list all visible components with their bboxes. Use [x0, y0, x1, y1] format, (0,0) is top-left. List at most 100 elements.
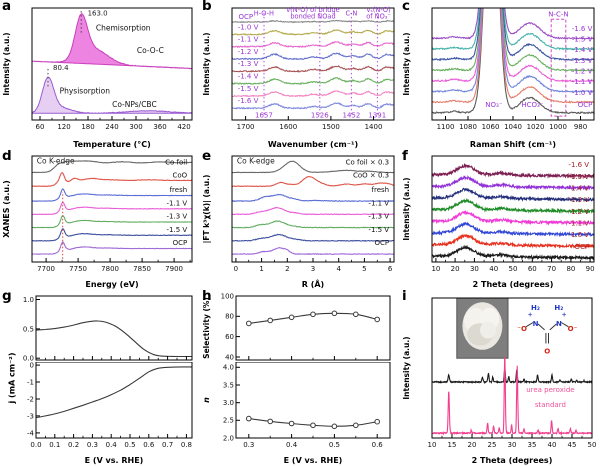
svg-text:10: 10: [428, 441, 437, 449]
svg-text:0.5: 0.5: [23, 325, 34, 333]
panel-d-label: d: [2, 148, 12, 164]
svg-text:-1.1 V: -1.1 V: [572, 78, 593, 86]
panel-b-plot: 1700 1600 1500 1400 Wavenumber (cm⁻¹) Intensi…: [202, 6, 395, 149]
panel-a: a 60 120 180 240 300 360 420 Temperature (°C) In…: [0, 0, 200, 150]
svg-text:0.1: 0.1: [49, 441, 60, 449]
svg-text:N-C-N: N-C-N: [548, 10, 568, 18]
panel-i-plot: 10 15 20 25 30 35 40 45 50 2 Theta (degrees) Inten…: [402, 297, 596, 465]
panel-b-label: b: [202, 0, 212, 14]
svg-text:1526: 1526: [311, 112, 329, 120]
svg-text:Intensity (a.u.): Intensity (a.u.): [2, 32, 11, 95]
svg-text:⁻O: ⁻O: [517, 325, 527, 333]
svg-text:R (Å): R (Å): [302, 279, 324, 289]
svg-text:80.4: 80.4: [53, 64, 69, 72]
svg-text:50: 50: [509, 265, 518, 273]
svg-text:urea peroxide: urea peroxide: [526, 386, 574, 394]
svg-text:Intensity (a.u.): Intensity (a.u.): [402, 32, 411, 95]
svg-text:-1.5 V: -1.5 V: [238, 85, 259, 93]
svg-text:Co-O-C: Co-O-C: [137, 46, 164, 55]
panel-i: i 10 15 20 25 30 35 40 45 50 2 Theta (degrees) Int…: [400, 288, 600, 466]
svg-text:300: 300: [129, 123, 142, 131]
svg-text:30: 30: [470, 265, 479, 273]
svg-text:-4: -4: [27, 429, 35, 437]
svg-text:4.0: 4.0: [223, 364, 234, 372]
svg-text:1452: 1452: [342, 112, 360, 120]
svg-text:CoO: CoO: [173, 172, 188, 180]
svg-text:0.7: 0.7: [162, 441, 173, 449]
svg-text:0.4: 0.4: [106, 441, 118, 449]
panel-a-plot: 60 120 180 240 300 360 420 Temperature (°C) Inte…: [2, 7, 193, 149]
panel-b: b 1700 1600 1500 1400 Wavenumber (cm⁻¹) Inten…: [200, 0, 400, 150]
svg-text:0: 0: [234, 265, 238, 273]
panel-g-ylabel: j (mA cm⁻²): [7, 352, 17, 404]
svg-text:bonded NOad: bonded NOad: [290, 13, 335, 21]
svg-text:-3: -3: [27, 412, 34, 420]
svg-text:-1.6 V: -1.6 V: [238, 97, 259, 105]
svg-text:-1: -1: [27, 378, 34, 386]
svg-text:Physisorption: Physisorption: [60, 87, 111, 96]
svg-text:980: 980: [574, 123, 587, 131]
svg-text:100: 100: [221, 292, 234, 300]
svg-text:0.2: 0.2: [68, 441, 79, 449]
svg-text:1600: 1600: [279, 123, 297, 131]
svg-text:C-N: C-N: [345, 9, 357, 17]
panel-c-label: c: [402, 0, 411, 14]
svg-text:N: N: [533, 320, 539, 328]
svg-text:OCP: OCP: [574, 243, 589, 251]
svg-text:v(N-O) of bridge: v(N-O) of bridge: [286, 6, 339, 14]
panel-a-label: a: [2, 0, 12, 14]
svg-text:7800: 7800: [101, 265, 119, 273]
svg-text:6: 6: [388, 265, 393, 273]
panel-g: g j (mA cm⁻²) 0.0 0.5 1.0 0.0 0.1 0.2 0.3 0.4 0…: [0, 288, 200, 466]
svg-text:0.4: 0.4: [286, 441, 298, 449]
svg-text:60: 60: [528, 265, 537, 273]
svg-text:Co K-edge: Co K-edge: [37, 156, 75, 165]
svg-text:Intensity (a.u.): Intensity (a.u.): [402, 336, 411, 399]
svg-text:+: +: [528, 312, 533, 319]
svg-text:-1.1 V: -1.1 V: [568, 219, 589, 227]
svg-text:-1.1 V: -1.1 V: [238, 36, 259, 44]
svg-text:40: 40: [548, 441, 557, 449]
svg-text:0.6: 0.6: [372, 441, 384, 449]
svg-text:120: 120: [57, 123, 70, 131]
svg-text:90: 90: [586, 265, 595, 273]
svg-text:80: 80: [566, 265, 575, 273]
svg-text:-1.6 V: -1.6 V: [568, 161, 589, 169]
svg-text:3: 3: [311, 265, 315, 273]
svg-text:Co foil × 0.3: Co foil × 0.3: [346, 159, 389, 167]
svg-text:0.0: 0.0: [30, 441, 41, 449]
svg-text:-1.5 V: -1.5 V: [572, 36, 593, 44]
svg-text:1040: 1040: [504, 123, 522, 131]
svg-text:1400: 1400: [365, 123, 383, 131]
panel-i-label: i: [402, 288, 407, 304]
svg-text:0.5: 0.5: [124, 441, 135, 449]
svg-text:1060: 1060: [482, 123, 500, 131]
svg-text:vₛ(N-O): vₛ(N-O): [366, 6, 390, 14]
svg-text:-1.2 V: -1.2 V: [238, 48, 259, 56]
svg-text:1.0: 1.0: [23, 296, 34, 304]
svg-text:-1.0 V: -1.0 V: [572, 89, 593, 97]
svg-text:-1.3 V: -1.3 V: [167, 213, 188, 221]
svg-text:-1.3 V: -1.3 V: [368, 213, 389, 221]
panel-g-plot-bottom: 0.0 0.1 0.2 0.3 0.4 0.5 0.6 0.7 0.8 E (V vs. RHE)…: [27, 362, 193, 465]
panel-d: d 7700 7750 7800 7850 7900 Energy (eV) XANES (…: [0, 148, 200, 290]
svg-text:180: 180: [81, 123, 94, 131]
svg-text:-1.4 V: -1.4 V: [572, 46, 593, 54]
svg-text:60: 60: [225, 333, 234, 341]
svg-text:-2: -2: [27, 395, 34, 403]
svg-text:H₂: H₂: [531, 304, 540, 312]
svg-text:n: n: [202, 397, 211, 403]
panel-h: h 40 60 80 100 Selectivity (%) 0.3 0.4 0.5 0.6 E…: [200, 288, 400, 466]
svg-text:HCO₃⁻: HCO₃⁻: [521, 101, 543, 109]
svg-text:30: 30: [508, 441, 517, 449]
svg-text:Raman Shift (cm⁻¹): Raman Shift (cm⁻¹): [470, 140, 556, 149]
svg-text:2.5: 2.5: [223, 417, 234, 425]
svg-text:60: 60: [36, 123, 45, 131]
svg-text:4: 4: [336, 265, 341, 273]
svg-text:5: 5: [362, 265, 366, 273]
svg-text:20: 20: [451, 265, 460, 273]
svg-text:Energy (eV): Energy (eV): [85, 280, 138, 289]
svg-text:7850: 7850: [133, 265, 151, 273]
svg-text:45: 45: [568, 441, 577, 449]
panel-c-plot: 1100 1080 1060 1040 1020 1000 980 Raman Shift (…: [402, 7, 595, 149]
